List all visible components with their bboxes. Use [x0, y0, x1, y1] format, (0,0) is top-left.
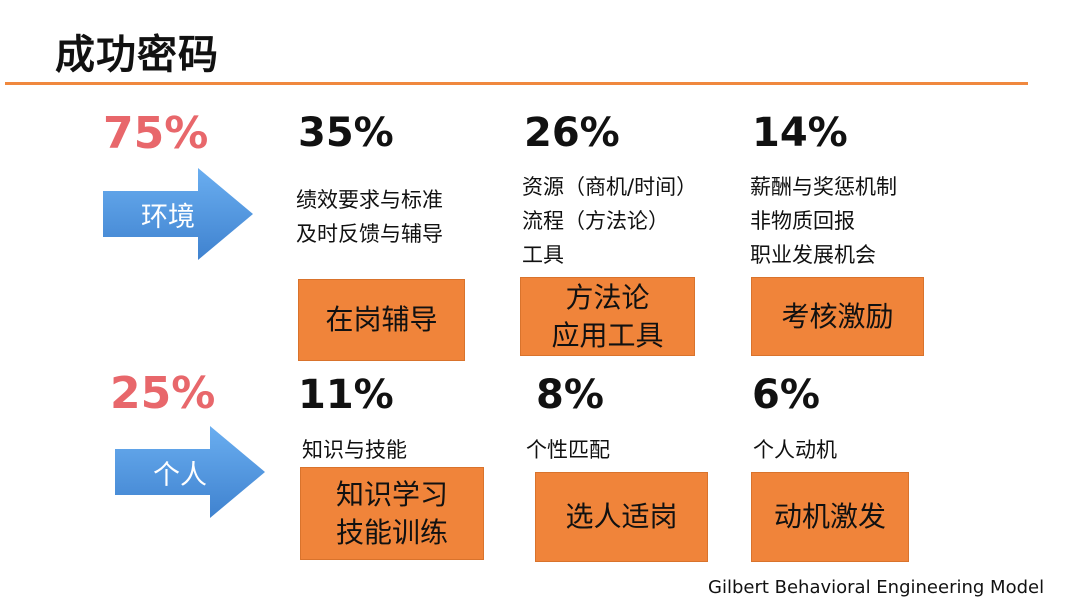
- env-col1-description: 绩效要求与标准 及时反馈与辅导: [296, 183, 443, 251]
- env-col2-description: 资源（商机/时间） 流程（方法论） 工具: [522, 170, 697, 272]
- description-line: 绩效要求与标准: [296, 188, 443, 212]
- environment-arrow: 环境: [103, 168, 253, 260]
- environment-label: 环境: [141, 201, 195, 233]
- environment-percent: 75%: [103, 108, 209, 159]
- description-line: 及时反馈与辅导: [296, 222, 443, 246]
- individual-arrow: 个人: [115, 426, 265, 518]
- right-arrow-icon: [103, 168, 253, 260]
- ind-col2-percent: 8%: [536, 372, 604, 418]
- source-credit: Gilbert Behavioral Engineering Model: [708, 577, 1045, 598]
- ind-col1-percent: 11%: [298, 372, 394, 418]
- description-line: 知识与技能: [302, 438, 407, 462]
- right-arrow-icon: [115, 426, 265, 518]
- box-line: 动机激发: [773, 500, 886, 533]
- description-line: 薪酬与奖惩机制: [750, 175, 897, 199]
- env-col3-description: 薪酬与奖惩机制 非物质回报 职业发展机会: [750, 170, 897, 272]
- slide-title: 成功密码: [55, 32, 219, 78]
- env-col2-action-box: 方法论 应用工具: [520, 277, 695, 356]
- description-line: 流程（方法论）: [522, 209, 669, 233]
- ind-col3-percent: 6%: [752, 372, 820, 418]
- env-col3-action-box: 考核激励: [751, 277, 924, 356]
- ind-col2-description: 个性匹配: [526, 433, 610, 467]
- ind-col1-action-box: 知识学习 技能训练: [300, 467, 484, 560]
- box-line: 技能训练: [335, 515, 448, 549]
- box-line: 在岗辅导: [325, 303, 438, 336]
- box-line: 选人适岗: [565, 500, 678, 533]
- box-line: 考核激励: [781, 299, 894, 333]
- individual-label: 个人: [153, 459, 207, 491]
- box-line: 方法论: [565, 280, 650, 314]
- ind-col2-action-box: 选人适岗: [535, 472, 708, 562]
- ind-col1-description: 知识与技能: [302, 433, 407, 467]
- env-col2-percent: 26%: [524, 110, 620, 156]
- description-line: 非物质回报: [750, 209, 855, 233]
- title-divider: [5, 82, 1028, 85]
- description-line: 工具: [522, 243, 564, 267]
- description-line: 资源（商机/时间）: [522, 175, 698, 199]
- ind-col3-action-box: 动机激发: [751, 472, 909, 562]
- description-line: 职业发展机会: [750, 243, 876, 267]
- box-line: 应用工具: [551, 318, 664, 352]
- env-col1-percent: 35%: [298, 110, 394, 156]
- description-line: 个性匹配: [526, 438, 610, 462]
- individual-percent: 25%: [110, 368, 216, 419]
- ind-col3-description: 个人动机: [753, 433, 837, 467]
- description-line: 个人动机: [753, 438, 837, 462]
- env-col3-percent: 14%: [752, 110, 848, 156]
- env-col1-action-box: 在岗辅导: [298, 279, 465, 361]
- box-line: 知识学习: [335, 477, 448, 511]
